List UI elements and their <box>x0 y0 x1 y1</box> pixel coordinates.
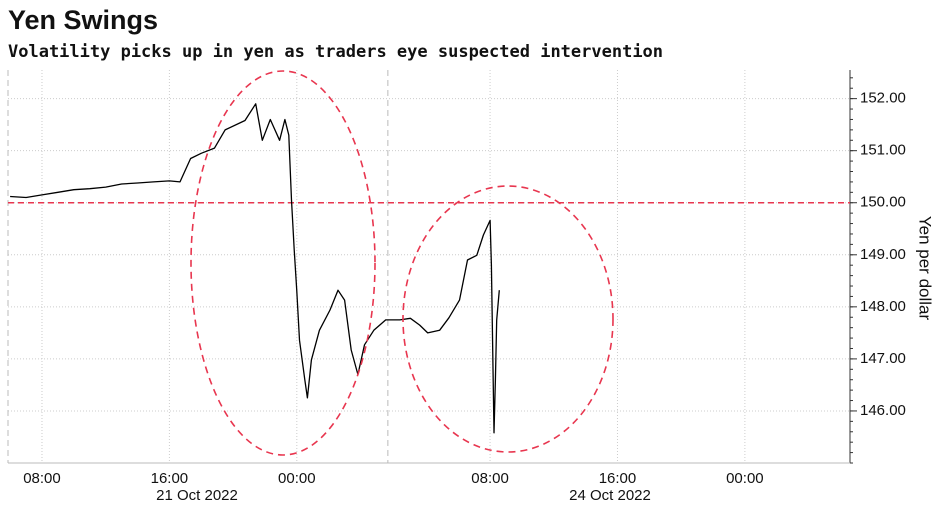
x-tick-label: 00:00 <box>726 470 764 487</box>
chart-subtitle: Volatility picks up in yen as traders ey… <box>8 42 663 62</box>
y-tick-label: 146.00 <box>860 402 906 419</box>
chart-title: Yen Swings <box>8 5 158 35</box>
y-tick-label: 149.00 <box>860 246 906 263</box>
highlight-ellipse <box>190 70 376 456</box>
y-tick-label: 152.00 <box>860 90 906 107</box>
plot-area: 146.00 147.00 148.00 149.00 150.00 151.00 152.… <box>7 70 906 504</box>
y-tick-label: 150.00 <box>860 194 906 211</box>
y-tick-label: 151.00 <box>860 142 906 159</box>
x-tick-label: 16:00 <box>599 470 637 487</box>
x-tick-label: 08:00 <box>471 470 509 487</box>
x-date-label: 24 Oct 2022 <box>569 487 651 504</box>
y-tick-label: 147.00 <box>860 350 906 367</box>
x-date-label: 21 Oct 2022 <box>156 487 238 504</box>
price-line <box>10 103 500 434</box>
y-axis-label: Yen per dollar <box>916 216 935 321</box>
highlight-ellipse <box>402 185 614 453</box>
y-tick-label: 148.00 <box>860 298 906 315</box>
x-tick-label: 08:00 <box>23 470 61 487</box>
x-tick-label: 16:00 <box>151 470 189 487</box>
x-tick-label: 00:00 <box>278 470 316 487</box>
